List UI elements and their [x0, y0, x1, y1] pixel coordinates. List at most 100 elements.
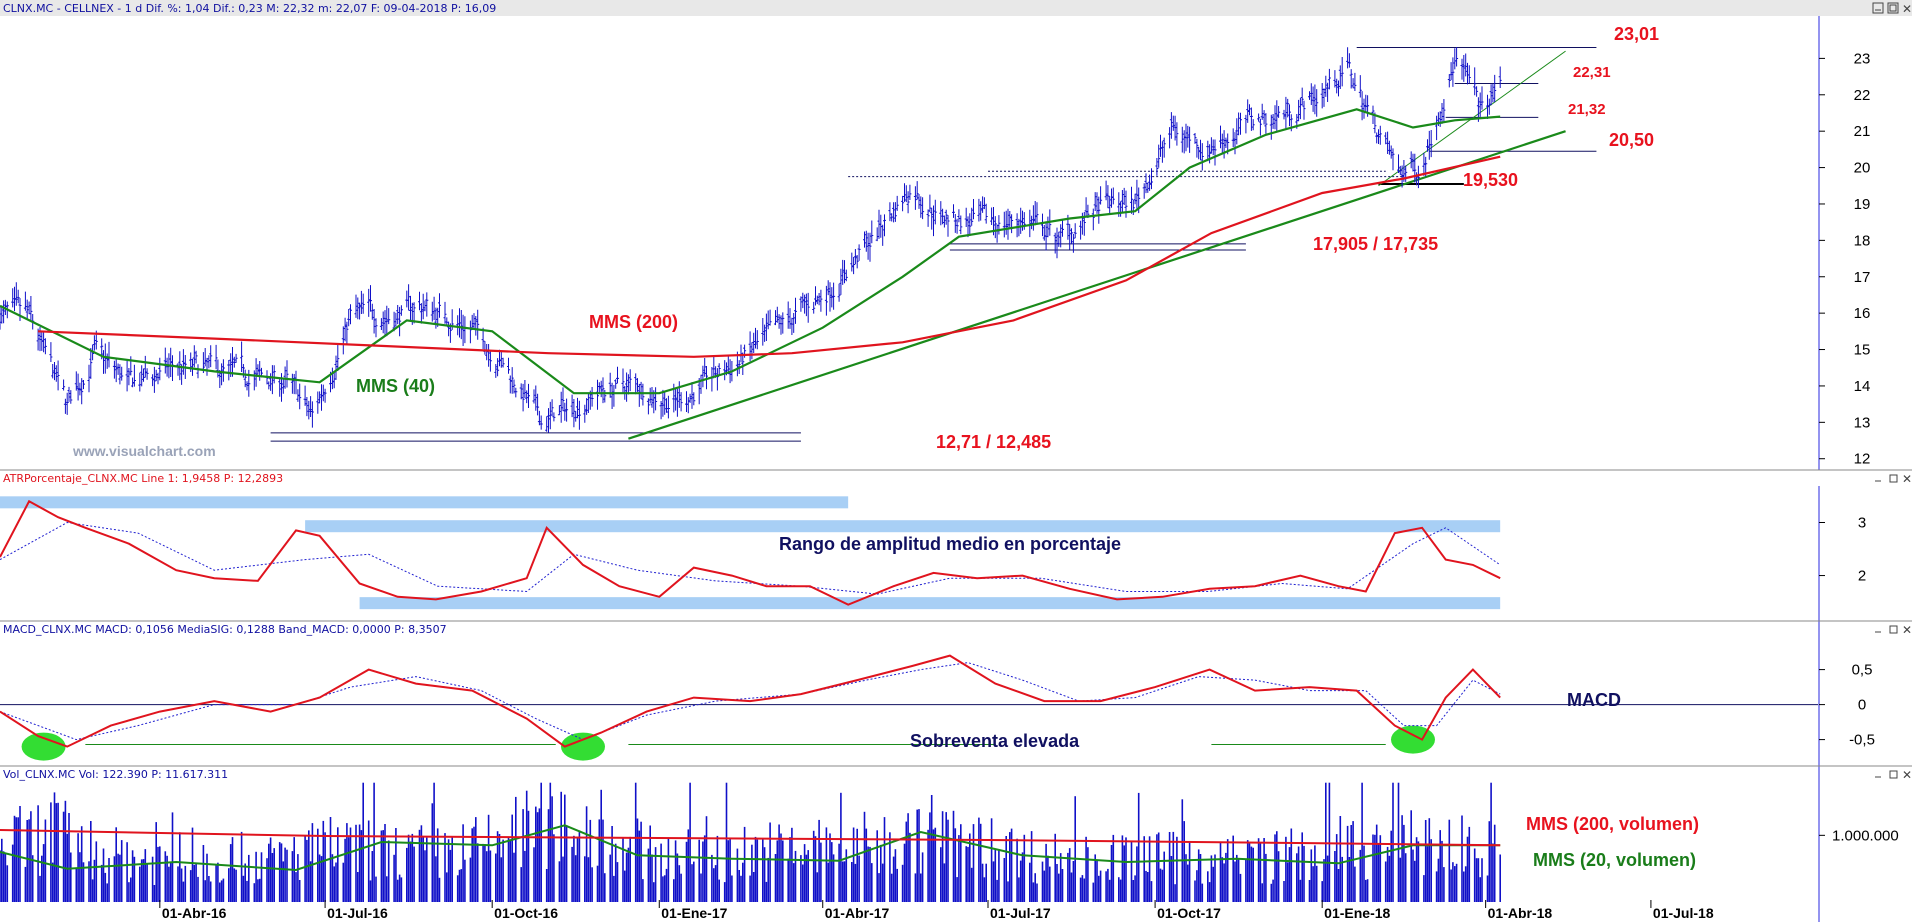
price-bar — [1271, 114, 1275, 129]
price-bar — [1337, 80, 1340, 97]
price-bar — [1199, 139, 1202, 161]
price-bar — [240, 341, 244, 372]
range-band — [305, 520, 1501, 533]
price-bar — [692, 392, 696, 406]
price-bar — [116, 363, 120, 375]
price-bar — [1486, 94, 1489, 119]
price-bar — [939, 201, 943, 226]
price-bar — [507, 357, 510, 374]
price-bar — [1480, 86, 1484, 110]
price-bar — [359, 290, 363, 314]
price-bar — [754, 327, 757, 349]
atr-series — [0, 499, 1501, 606]
price-bar — [1429, 130, 1433, 158]
price-bar — [1006, 208, 1010, 240]
price-bar — [1397, 154, 1400, 173]
price-bar — [1079, 220, 1083, 240]
panel-header-atr: ATRPorcentaje_CLNX.MC Line 1: 1,9458 P: … — [0, 469, 1912, 486]
price-bar — [1391, 148, 1395, 171]
price-bar — [254, 358, 258, 387]
price-bar — [799, 296, 803, 312]
price-bar — [1008, 211, 1012, 230]
macd-line — [0, 654, 1501, 748]
price-bar — [418, 291, 421, 311]
y-tick-label: 22 — [1854, 87, 1871, 104]
price-bar — [127, 368, 131, 386]
panel-controls-macd[interactable]: ✕ — [1875, 623, 1912, 637]
price-bar — [570, 394, 574, 418]
price-bar — [62, 379, 66, 391]
panel-controls-price[interactable]: ✕ — [1872, 2, 1912, 16]
volume-panel-title: Vol_CLNX.MC Vol: 122.390 P: 11.617.311 — [3, 768, 228, 781]
price-bar — [1053, 232, 1057, 254]
price-bar — [750, 342, 754, 360]
price-bar — [904, 185, 908, 203]
x-tick-label: 01-Jul-18 — [1653, 905, 1714, 921]
price-bar — [1315, 89, 1319, 117]
price-bar — [309, 396, 313, 417]
price-bar — [864, 230, 868, 252]
price-bar — [1200, 143, 1204, 171]
price-bar — [1044, 222, 1048, 251]
price-bar — [870, 220, 874, 244]
price-bar — [18, 298, 22, 321]
price-bar — [903, 183, 906, 202]
price-bar — [626, 374, 630, 395]
price-bar — [42, 330, 46, 353]
price-bar — [345, 321, 349, 344]
price-bar — [679, 392, 683, 412]
price-bar — [792, 313, 796, 333]
price-bar — [1159, 134, 1162, 157]
price-bar — [25, 299, 29, 319]
price-bar — [815, 295, 819, 305]
price-bar — [665, 398, 668, 413]
price-bar — [1208, 144, 1212, 164]
price-bar — [527, 383, 530, 408]
close-icon: ✕ — [1902, 472, 1912, 486]
price-bar — [928, 194, 932, 213]
price-bar — [1275, 100, 1279, 131]
price-bar — [557, 405, 561, 416]
price-bar — [290, 373, 294, 394]
price-bar — [779, 315, 783, 335]
price-bar — [1197, 146, 1201, 160]
panel-controls-volume[interactable]: ✕ — [1875, 768, 1912, 782]
price-bar — [1249, 107, 1253, 131]
price-bar — [1193, 133, 1197, 144]
price-bar — [1455, 47, 1459, 67]
price-bar — [636, 378, 639, 392]
price-bar — [1030, 215, 1034, 230]
y-tick-label: -0,5 — [1849, 732, 1875, 749]
price-bar — [953, 214, 957, 233]
oversold-ellipse — [21, 732, 66, 761]
price-bar — [349, 304, 352, 325]
price-bar — [1411, 153, 1415, 172]
price-bar — [432, 296, 436, 321]
price-bar — [209, 345, 213, 368]
price-bar — [1269, 114, 1273, 140]
price-bar — [256, 364, 260, 375]
price-bar — [1324, 75, 1328, 97]
macd-annotation: MACD — [1567, 690, 1621, 710]
price-bar — [1416, 165, 1420, 189]
oversold-ellipse — [1390, 725, 1435, 754]
price-bar — [703, 358, 707, 377]
price-bar — [307, 400, 311, 420]
price-bar — [1327, 68, 1331, 90]
price-bar — [1442, 99, 1446, 122]
price-bar — [1451, 57, 1455, 87]
x-tick-label: 01-Ene-17 — [661, 905, 727, 921]
price-bar — [120, 366, 124, 381]
price-bar — [387, 308, 391, 325]
price-bar — [143, 355, 147, 378]
price-bar — [648, 387, 652, 404]
panel-controls-atr[interactable]: ✕ — [1875, 472, 1912, 486]
price-bar — [970, 207, 974, 226]
price-bar — [1400, 165, 1404, 188]
x-tick-label: 01-Jul-16 — [327, 905, 388, 921]
price-bar — [510, 367, 514, 394]
price-bar — [583, 404, 587, 423]
price-bar — [296, 389, 300, 402]
price-bar — [1309, 83, 1313, 105]
price-bar — [459, 310, 463, 340]
